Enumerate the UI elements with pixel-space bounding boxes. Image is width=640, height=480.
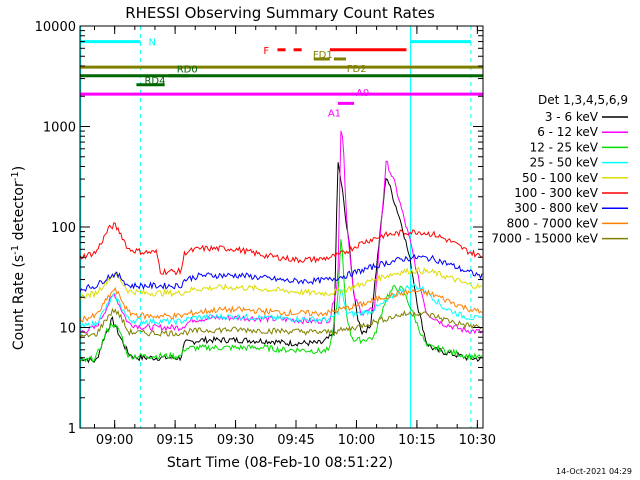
y-tick-label: 100 [51,221,76,236]
plot-area: N F FD1 FD2 RD0 RD4 A1 A0 [79,25,484,429]
series-line [79,266,483,301]
y-axis-label-main: Count Rate (s [11,255,27,350]
y-axis-label-mid: detector [11,181,27,245]
legend-title: Det 1,3,4,5,6,9 [538,93,628,107]
series-line [79,307,483,340]
state-bar-label: RD0 [177,65,198,76]
x-axis-label: Start Time (08-Feb-10 08:51:22) [167,455,393,471]
series-line [79,253,483,293]
legend-entry-label: 25 - 50 keV [530,156,599,170]
x-tick-label: 10:15 [398,433,435,448]
legend-entry-label: 3 - 6 keV [545,110,599,124]
state-bar-label: N [149,38,156,49]
state-bar-label: A1 [328,108,341,119]
y-tick-label: 10 [59,322,76,337]
y-axis-label-exp2: -1 [10,171,21,181]
series-line [79,130,483,335]
state-bar-label: FD2 [347,64,367,75]
y-tick-label: 1 [68,422,76,437]
series-line [79,221,483,276]
legend-entry-label: 300 - 800 keV [514,201,598,215]
series-line [79,283,483,330]
y-axis-label-end: ) [11,166,27,171]
series-line [79,239,483,363]
chart-title: RHESSI Observing Summary Count Rates [125,4,435,22]
y-axis-label-exp1: -1 [10,245,21,255]
x-tick-label: 10:30 [459,433,496,448]
x-axis-ticks: 09:00 09:15 09:30 09:45 10:00 10:15 10:30 [94,26,496,448]
footer-timestamp: 14-Oct-2021 04:29 [556,467,632,476]
legend-entry-label: 50 - 100 keV [522,171,599,185]
state-bar-label: A0 [356,88,369,99]
x-tick-label: 09:45 [277,433,314,448]
x-tick-label: 10:00 [338,433,375,448]
y-tick-label: 1000 [43,121,76,136]
y-tick-label: 10000 [35,20,76,35]
y-axis-label: Count Rate (s-1 detector-1) [10,166,27,350]
x-tick-label: 09:15 [156,433,193,448]
legend-entry-label: 7000 - 15000 keV [491,232,598,246]
legend-entry-label: 100 - 300 keV [514,186,598,200]
state-bar-label: FD1 [313,50,333,61]
y-axis-ticks: 1 10 100 1000 10000 [35,20,483,437]
legend-entry-label: 6 - 12 keV [537,125,599,139]
series-line [79,286,483,323]
legend-entry-label: 12 - 25 keV [530,140,599,154]
legend-entry-label: 800 - 7000 keV [507,216,599,230]
x-tick-label: 09:00 [96,433,133,448]
x-tick-label: 09:30 [217,433,254,448]
series-line [79,162,483,364]
state-bar-label: RD4 [144,76,165,87]
state-bar-label: F [263,46,269,57]
